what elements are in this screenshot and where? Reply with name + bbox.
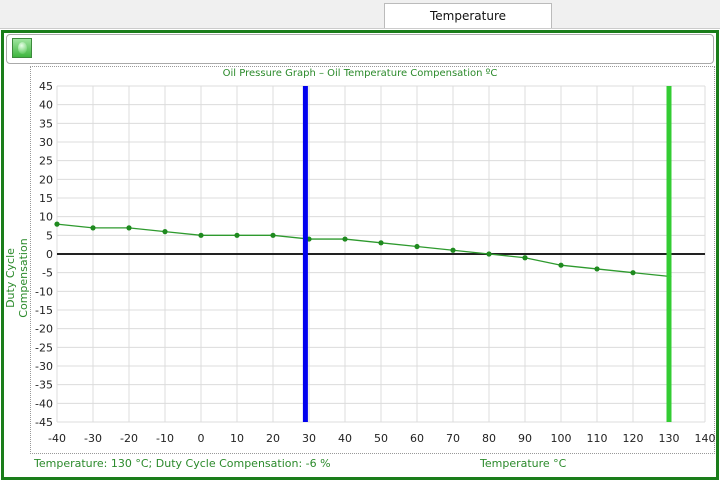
x-tick-label: 110 [587,432,608,445]
series-line [56,223,670,278]
x-tick-label: 0 [198,432,205,445]
data-point [594,266,600,272]
x-tick-label: 70 [446,432,460,445]
data-point [342,236,348,242]
y-tick-label: -20 [35,323,53,336]
x-tick-label: 40 [338,432,352,445]
x-tick-label: -20 [120,432,138,445]
x-tick-label: 80 [482,432,496,445]
panel-frame [1,30,719,480]
y-tick-label: 10 [39,211,53,224]
data-point [558,262,564,268]
x-tick-label: -40 [48,432,66,445]
x-tick-label: 90 [518,432,532,445]
x-tick-label: 120 [623,432,644,445]
data-point [486,251,492,257]
status-readout: Temperature: 130 °C; Duty Cycle Compensa… [34,457,331,470]
x-tick-label: -10 [156,432,174,445]
y-tick-label: 45 [39,80,53,93]
y-tick-label: 35 [39,117,53,130]
data-point [90,225,96,231]
y-tick-label: 0 [46,248,53,261]
x-tick-label: 100 [551,432,572,445]
x-tick-label: 20 [266,432,280,445]
data-point [162,229,168,235]
x-axis-label: Temperature °C [480,457,567,470]
y-tick-label: -25 [35,341,53,354]
data-point [522,255,528,261]
y-tick-label: 30 [39,136,53,149]
chart-title: Oil Pressure Graph – Oil Temperature Com… [222,68,498,79]
data-point [630,270,636,276]
y-tick-label: -15 [35,304,53,317]
y-tick-label: -30 [35,360,53,373]
y-tick-label: 20 [39,173,53,186]
data-point [54,221,60,227]
x-tick-label: 60 [410,432,424,445]
y-tick-label: -10 [35,285,53,298]
toolbar [6,34,714,64]
data-point [270,232,276,238]
x-tick-label: 30 [302,432,316,445]
data-point [126,225,132,231]
y-tick-label: 25 [39,155,53,168]
x-tick-label: 140 [695,432,716,445]
data-point [414,243,420,250]
green-orb-icon[interactable] [12,38,32,58]
x-tick-label: 10 [230,432,244,445]
data-point [198,232,204,238]
x-tick-label: -30 [84,432,102,445]
data-point [234,232,240,238]
data-point [378,240,384,246]
y-tick-label: -45 [35,416,53,429]
x-tick-label: 130 [659,432,680,445]
x-tick-label: 50 [374,432,388,445]
chart-area [30,66,715,454]
y-tick-label: -35 [35,379,53,392]
y-tick-label: 5 [46,229,53,242]
y-tick-label: -5 [42,267,53,280]
y-tick-label: 15 [39,192,53,205]
data-point [450,247,456,253]
y-tick-label: -40 [35,397,53,410]
y-tick-label: 40 [39,99,53,112]
